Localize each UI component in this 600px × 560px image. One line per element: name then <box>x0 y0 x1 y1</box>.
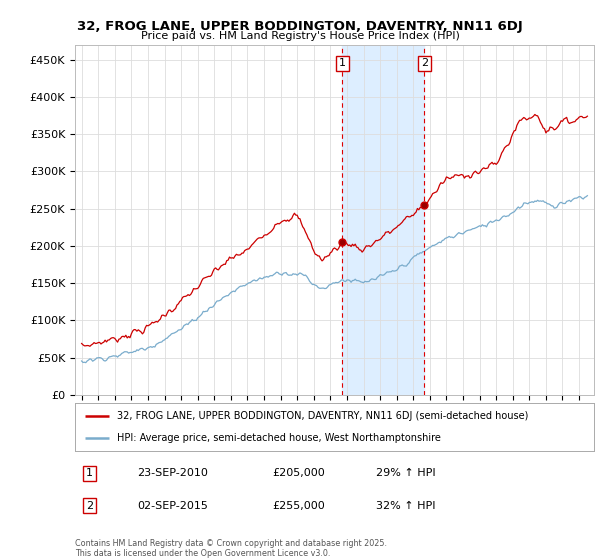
Text: 1: 1 <box>339 58 346 68</box>
Bar <box>343 45 424 395</box>
Text: 02-SEP-2015: 02-SEP-2015 <box>137 501 208 511</box>
Text: HPI: Average price, semi-detached house, West Northamptonshire: HPI: Average price, semi-detached house,… <box>116 433 440 443</box>
Text: £205,000: £205,000 <box>272 468 325 478</box>
Text: 2: 2 <box>421 58 428 68</box>
Text: Price paid vs. HM Land Registry's House Price Index (HPI): Price paid vs. HM Land Registry's House … <box>140 31 460 41</box>
Text: 32% ↑ HPI: 32% ↑ HPI <box>376 501 436 511</box>
Text: 32, FROG LANE, UPPER BODDINGTON, DAVENTRY, NN11 6DJ (semi-detached house): 32, FROG LANE, UPPER BODDINGTON, DAVENTR… <box>116 411 528 421</box>
Text: 2: 2 <box>86 501 93 511</box>
Text: 1: 1 <box>86 468 93 478</box>
Text: 23-SEP-2010: 23-SEP-2010 <box>137 468 208 478</box>
Text: 32, FROG LANE, UPPER BODDINGTON, DAVENTRY, NN11 6DJ: 32, FROG LANE, UPPER BODDINGTON, DAVENTR… <box>77 20 523 32</box>
Text: Contains HM Land Registry data © Crown copyright and database right 2025.
This d: Contains HM Land Registry data © Crown c… <box>75 539 387 558</box>
Text: 29% ↑ HPI: 29% ↑ HPI <box>376 468 436 478</box>
Text: £255,000: £255,000 <box>272 501 325 511</box>
